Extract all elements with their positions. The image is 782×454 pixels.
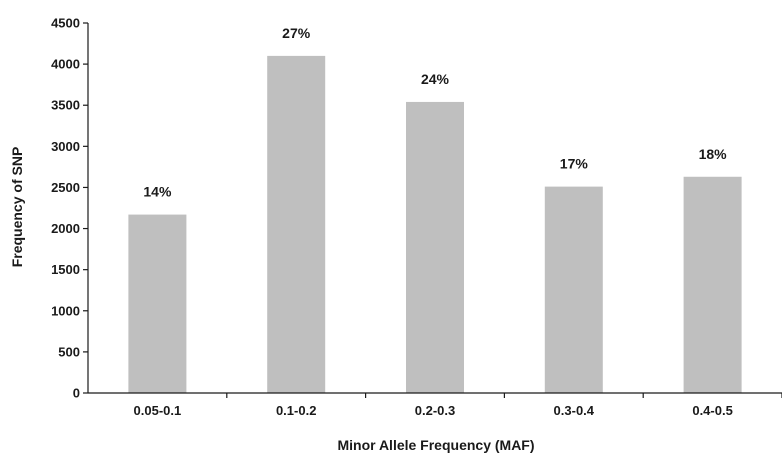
y-tick-label: 1500: [51, 262, 80, 277]
y-tick-label: 1000: [51, 303, 80, 318]
y-tick-label: 2500: [51, 180, 80, 195]
y-tick-label: 3500: [51, 98, 80, 113]
y-tick-label: 2000: [51, 221, 80, 236]
y-tick-label: 0: [73, 386, 80, 401]
data-labels: 14% 27% 24% 17% 18%: [143, 25, 727, 200]
x-tick-label: 0.1-0.2: [276, 403, 316, 418]
bar-data-label: 17%: [560, 156, 589, 172]
bar-data-label: 24%: [421, 71, 450, 87]
bar: [683, 176, 742, 393]
bar: [128, 214, 187, 393]
bar-data-label: 18%: [699, 146, 728, 162]
x-axis-ticks: 0.05-0.1 0.1-0.2 0.2-0.3 0.3-0.4 0.4-0.5: [134, 393, 782, 418]
bars: [128, 55, 742, 394]
y-axis-ticks: 0 500 1000 1500 2000 2500 3000 3500 4000 4500: [51, 16, 88, 401]
x-tick-label: 0.3-0.4: [554, 403, 595, 418]
bar-data-label: 14%: [143, 184, 172, 200]
x-tick-label: 0.05-0.1: [134, 403, 182, 418]
bar-data-label: 27%: [282, 25, 311, 41]
bar: [544, 186, 603, 393]
x-axis-title: Minor Allele Frequency (MAF): [337, 437, 534, 453]
x-tick-label: 0.4-0.5: [692, 403, 732, 418]
y-tick-label: 500: [58, 344, 80, 359]
y-tick-label: 4000: [51, 57, 80, 72]
bar: [406, 101, 464, 393]
y-tick-label: 4500: [51, 16, 80, 31]
y-tick-label: 3000: [51, 139, 80, 154]
bar: [267, 55, 326, 394]
x-tick-label: 0.2-0.3: [415, 403, 455, 418]
y-axis-title: Frequency of SNP: [9, 147, 25, 268]
